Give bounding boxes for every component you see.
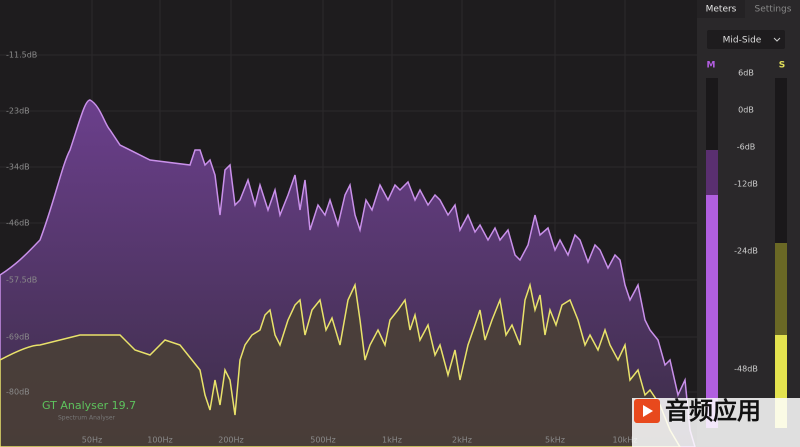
meter-scale-label: 6dB xyxy=(738,69,754,78)
meter-m-level xyxy=(706,195,718,428)
meter-m-label: M xyxy=(707,61,716,71)
watermark: 音频应用 xyxy=(665,397,761,425)
meter-scale-label: -24dB xyxy=(734,247,758,256)
side-spectrum xyxy=(0,282,681,447)
x-label: 500Hz xyxy=(310,436,335,445)
y-label: -57.5dB xyxy=(6,276,37,285)
y-label: -80dB xyxy=(6,388,30,397)
x-label: 100Hz xyxy=(147,436,172,445)
x-label: 1kHz xyxy=(382,436,402,445)
watermark-play xyxy=(643,405,653,417)
x-label: 50Hz xyxy=(82,436,102,445)
meter-scale-label: 0dB xyxy=(738,106,754,115)
meter-scale-label: -48dB xyxy=(734,365,758,374)
y-label: -23dB xyxy=(6,107,30,116)
y-label: -11.5dB xyxy=(6,51,37,60)
mode-dropdown[interactable] xyxy=(707,30,785,49)
x-label: 200Hz xyxy=(218,436,243,445)
x-label: 5kHz xyxy=(545,436,565,445)
axis-labels: -11.5dB -23dB -34dB -46dB -57.5dB -69dB -80dB 5… xyxy=(6,51,638,445)
y-label: -34dB xyxy=(6,163,30,172)
logo-subtitle: Spectrum Analyser xyxy=(58,415,116,422)
logo-title: GT Analyser 19.7 xyxy=(42,399,136,412)
tab[interactable]: Settings xyxy=(755,5,792,15)
x-label: 2kHz xyxy=(452,436,472,445)
meter-s-label: S xyxy=(779,61,785,71)
y-label: -46dB xyxy=(6,219,30,228)
meter-scale-label: -6dB xyxy=(737,143,756,152)
meter-m-peak xyxy=(706,150,718,195)
x-label: 10kHz xyxy=(612,436,637,445)
meter-scale: 6dB 0dB -6dB -12dB -24dB -48dB xyxy=(734,69,758,374)
meter-s-peak xyxy=(775,243,787,335)
dropdown-label: Mid-Side xyxy=(723,36,762,46)
dropdown-arrow xyxy=(773,37,781,42)
tab-active-bg xyxy=(697,0,745,18)
meter-scale-label: -12dB xyxy=(734,180,758,189)
y-label: -69dB xyxy=(6,333,30,342)
tab[interactable]: Meters xyxy=(706,5,737,15)
